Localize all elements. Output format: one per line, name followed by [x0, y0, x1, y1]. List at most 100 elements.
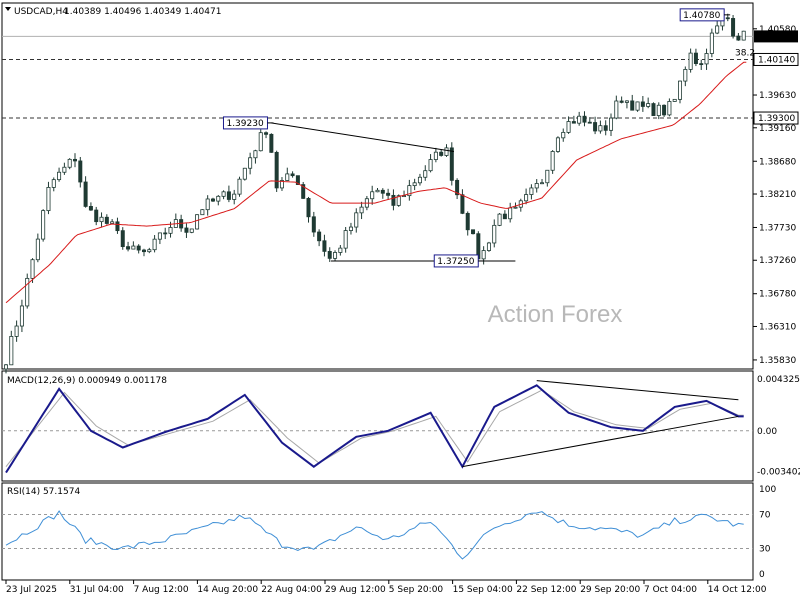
candle-body: [147, 249, 152, 253]
rsi-axis-label: 100: [759, 485, 776, 495]
candle-body: [486, 242, 491, 251]
chart-ohlc-label: 1.40389 1.40496 1.40349 1.40471: [64, 7, 221, 17]
candle-body: [274, 151, 279, 189]
candle-body: [131, 245, 136, 250]
candle-body: [656, 104, 661, 116]
candle-body: [471, 229, 476, 235]
fib-level-label: 38.2: [735, 48, 755, 58]
candle-body: [72, 158, 77, 162]
time-axis-label: 29 Sep 20:00: [580, 585, 640, 595]
candle-body: [529, 187, 534, 195]
time-axis-label: 7 Oct 04:00: [644, 585, 697, 595]
price-annotation-label: 1.39230: [226, 119, 263, 129]
price-axis-label: 1.37260: [759, 256, 796, 266]
level-price-box: [753, 52, 799, 66]
candle-body: [258, 132, 263, 152]
candle-body: [370, 191, 375, 200]
candle-body: [184, 227, 189, 233]
price-axis-label: 1.39630: [759, 91, 796, 101]
price-annotation-label: 1.37250: [437, 257, 474, 267]
candle-body: [555, 137, 560, 152]
chart-menu-icon: [5, 7, 11, 11]
candle-body: [221, 191, 226, 197]
candle-body: [88, 206, 93, 211]
candle-body: [141, 249, 146, 253]
candle-body: [534, 183, 539, 189]
rsi-panel-frame: [1, 482, 754, 581]
time-axis-label: 31 Jul 04:00: [70, 585, 124, 595]
rsi-line: [5, 510, 744, 560]
macd-axis-label: -0.003402: [757, 467, 800, 477]
time-axis-label: 15 Sep 04:00: [453, 585, 513, 595]
candle-body: [561, 131, 566, 139]
candle-body: [444, 147, 449, 156]
candle-body: [94, 209, 99, 223]
candle-body: [232, 193, 237, 200]
candle-body: [433, 151, 438, 160]
candle-body: [439, 151, 444, 156]
candle-body: [301, 184, 306, 199]
candle-body: [4, 364, 9, 370]
rsi-axis-label: 70: [759, 511, 771, 521]
price-axis-label: 1.40580: [759, 25, 796, 35]
candle-body: [237, 178, 242, 195]
candle-body: [391, 194, 396, 206]
candle-body: [662, 104, 667, 116]
candle-body: [216, 195, 221, 202]
candle-body: [693, 52, 698, 65]
candle-body: [417, 176, 422, 184]
candle-body: [110, 221, 115, 224]
candle-body: [126, 246, 131, 250]
candle-body: [306, 198, 311, 218]
time-axis-label: 22 Sep 12:00: [516, 585, 576, 595]
candle-body: [226, 191, 231, 200]
candle-body: [524, 194, 529, 202]
candle-body: [295, 175, 300, 185]
candle-body: [449, 147, 454, 181]
candle-body: [152, 238, 157, 251]
price-axis-label: 1.37730: [759, 223, 796, 233]
candle-body: [699, 63, 704, 66]
candle-body: [327, 250, 332, 259]
trend-line: [270, 122, 454, 152]
candle-body: [492, 224, 497, 244]
candle-body: [333, 252, 338, 259]
level-price-label: 1.39300: [758, 114, 795, 124]
candle-body: [741, 30, 746, 41]
candle-body: [545, 169, 550, 184]
candle-body: [205, 198, 210, 211]
candle-body: [46, 187, 51, 212]
candle-body: [104, 216, 109, 224]
candle-body: [624, 100, 629, 103]
candle-body: [375, 189, 380, 193]
candle-body: [630, 100, 635, 111]
candle-body: [465, 212, 470, 231]
candle-body: [120, 230, 125, 248]
time-axis-label: 29 Aug 12:00: [325, 585, 386, 595]
candle-body: [157, 232, 162, 240]
candle-body: [78, 160, 83, 183]
current-price-label: 1.40471: [758, 32, 795, 42]
candle-body: [396, 195, 401, 206]
candle-body: [587, 121, 592, 124]
candle-body: [269, 133, 274, 153]
candle-body: [704, 53, 709, 65]
candle-body: [115, 221, 120, 232]
level-price-box: [753, 111, 799, 125]
price-axis-label: 1.38210: [759, 190, 796, 200]
level-price-label: 1.40140: [758, 55, 795, 65]
candle-body: [136, 245, 141, 251]
candle-body: [67, 158, 72, 168]
candle-body: [582, 115, 587, 123]
candle-body: [635, 101, 640, 111]
candle-body: [359, 206, 364, 214]
candle-body: [736, 35, 741, 41]
candle-body: [540, 182, 545, 185]
macd-axis-label: 0.00: [757, 427, 777, 437]
candle-body: [62, 166, 67, 173]
candle-body: [242, 167, 247, 180]
candle-body: [343, 230, 348, 249]
candle-body: [338, 247, 343, 253]
candle-body: [571, 121, 576, 124]
